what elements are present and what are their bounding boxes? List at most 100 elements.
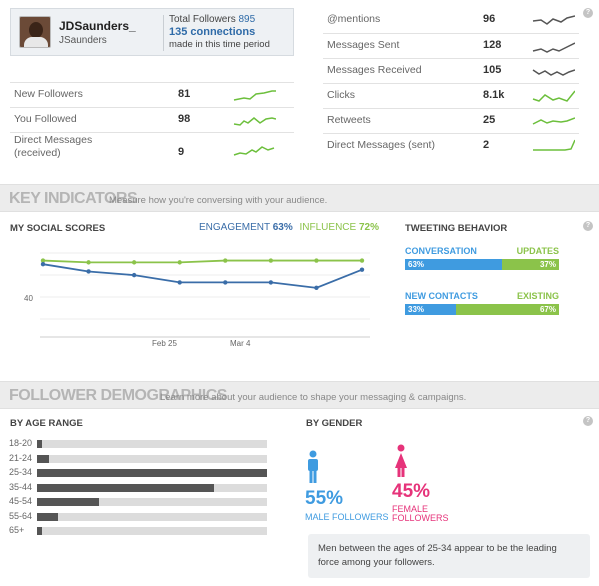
engagement-value: 63% [272,222,293,233]
age-range-title: BY AGE RANGE [10,418,83,429]
tweeting-behavior-title: TWEETING BEHAVIOR [405,223,508,234]
gender-title: BY GENDER [306,418,363,429]
age-bar-track [37,440,267,448]
new-contacts-label: NEW CONTACTS [405,291,478,301]
data-point-engagement[interactable] [40,262,46,267]
age-bar-fill [37,454,49,463]
help-icon[interactable]: ? [583,8,593,18]
age-label: 35-44 [9,481,33,492]
stat-label: Direct Messages [14,134,93,146]
age-label: 55-64 [9,510,33,521]
series-line-influence [42,259,362,264]
avatar[interactable] [19,16,51,48]
stat-value: 105 [483,64,502,76]
male-pct: 55% [305,488,344,509]
engagement-label: ENGAGEMENT [199,222,270,233]
sparkline-icon [532,69,575,76]
sparkline-icon [532,42,575,53]
stat-label: New Followers [14,88,83,100]
section-subtitle: Measure how you're conversing with your … [109,195,328,206]
age-bar-track [37,483,267,492]
influence-label: INFLUENCE [299,222,357,233]
section-subtitle: Learn more about your audience to shape … [160,392,467,403]
total-followers-label: Total Followers [169,14,236,25]
age-label: 65+ [9,525,25,535]
age-bar-fill [37,469,267,477]
data-point-influence[interactable] [40,258,46,263]
data-point-influence[interactable] [131,260,137,265]
sparkline-icon [532,15,575,25]
age-bar-fill [37,512,58,521]
stat-row-messages-received: Messages Received 105 [323,58,579,83]
age-label: 25-34 [9,467,33,477]
data-point-engagement[interactable] [314,285,319,291]
updates-label: UPDATES [516,246,559,256]
age-label: 45-54 [9,496,33,506]
scores-legend: ENGAGEMENT 63% INFLUENCE 72% [199,222,379,233]
section-title: KEY INDICATORS [9,190,138,207]
social-scores-title: MY SOCIAL SCORES [10,223,106,234]
existing-pct: 67% [539,305,556,314]
data-point-engagement[interactable] [131,272,137,278]
connections-count: 135 connections [169,26,256,38]
sparkline-icon [532,117,575,125]
key-indicators-banner: KEY INDICATORS Measure how you're conver… [0,184,599,212]
follower-demographics-banner: FOLLOWER DEMOGRAPHICS Learn more about y… [0,381,599,409]
data-point-engagement[interactable] [359,267,365,272]
data-point-influence[interactable] [177,260,182,265]
profile-name[interactable]: JDSaunders_ [59,19,136,33]
help-icon[interactable]: ? [583,416,593,426]
conversation-bar: 63% [405,259,502,270]
updates-pct: 37% [539,260,556,269]
age-bar-track [37,454,267,463]
data-point-influence[interactable] [223,258,228,263]
updates-bar: 37% [502,259,559,270]
stat-row-retweets: Retweets 25 [323,108,579,133]
stat-row-clicks: Clicks 8.1k [323,83,579,108]
sparkline-icon [233,146,275,156]
data-point-engagement[interactable] [268,280,274,285]
male-label: MALE FOLLOWERS [305,512,389,522]
section-title: FOLLOWER DEMOGRAPHICS [9,387,227,404]
x-tick-label: Mar 4 [230,339,251,348]
age-bar-fill [37,527,42,535]
stat-label: Messages Sent [327,39,400,51]
existing-label: EXISTING [516,291,559,301]
age-bar-track [37,527,267,535]
stat-row-you-followed: You Followed 98 [10,107,294,132]
age-bar-fill [37,498,100,506]
period-text: made in this time period [169,39,270,50]
data-point-influence[interactable] [86,260,91,265]
sparkline-icon [233,117,276,126]
data-point-influence[interactable] [268,258,274,263]
total-followers-value: 895 [238,14,256,25]
stat-value: 96 [483,13,496,25]
data-point-engagement[interactable] [223,280,228,285]
data-point-engagement[interactable] [177,280,182,285]
total-followers: Total Followers 895 [169,14,255,25]
social-scores-chart: 40 Feb 25 Mar 4 [10,238,370,350]
stat-value: 9 [178,146,185,158]
age-bar-track [37,498,267,506]
stat-row-messages-sent: Messages Sent 128 [323,33,579,58]
stat-label: Direct Messages (sent) [327,139,435,151]
series-line-engagement [42,263,363,289]
stat-row-mentions: @mentions 96 [323,8,579,33]
female-label-1: FEMALE [392,504,429,514]
stat-value: 81 [178,88,191,100]
divider [163,15,164,51]
age-bar-fill [37,440,42,448]
stat-label: Clicks [327,89,355,101]
help-icon[interactable]: ? [583,221,593,231]
data-point-influence[interactable] [314,258,319,263]
age-label: 18-20 [9,438,33,448]
data-point-influence[interactable] [359,258,365,263]
stat-row-direct-messages-received: Direct Messages (received) 9 [10,132,294,164]
x-tick-label: Feb 25 [152,339,177,348]
data-point-engagement[interactable] [86,269,91,274]
new-contacts-bar: 33% [405,304,456,315]
stat-label: Messages Received [327,64,422,76]
stat-label-2: (received) [14,147,61,159]
stat-value: 25 [483,114,496,126]
existing-bar: 67% [456,304,559,315]
